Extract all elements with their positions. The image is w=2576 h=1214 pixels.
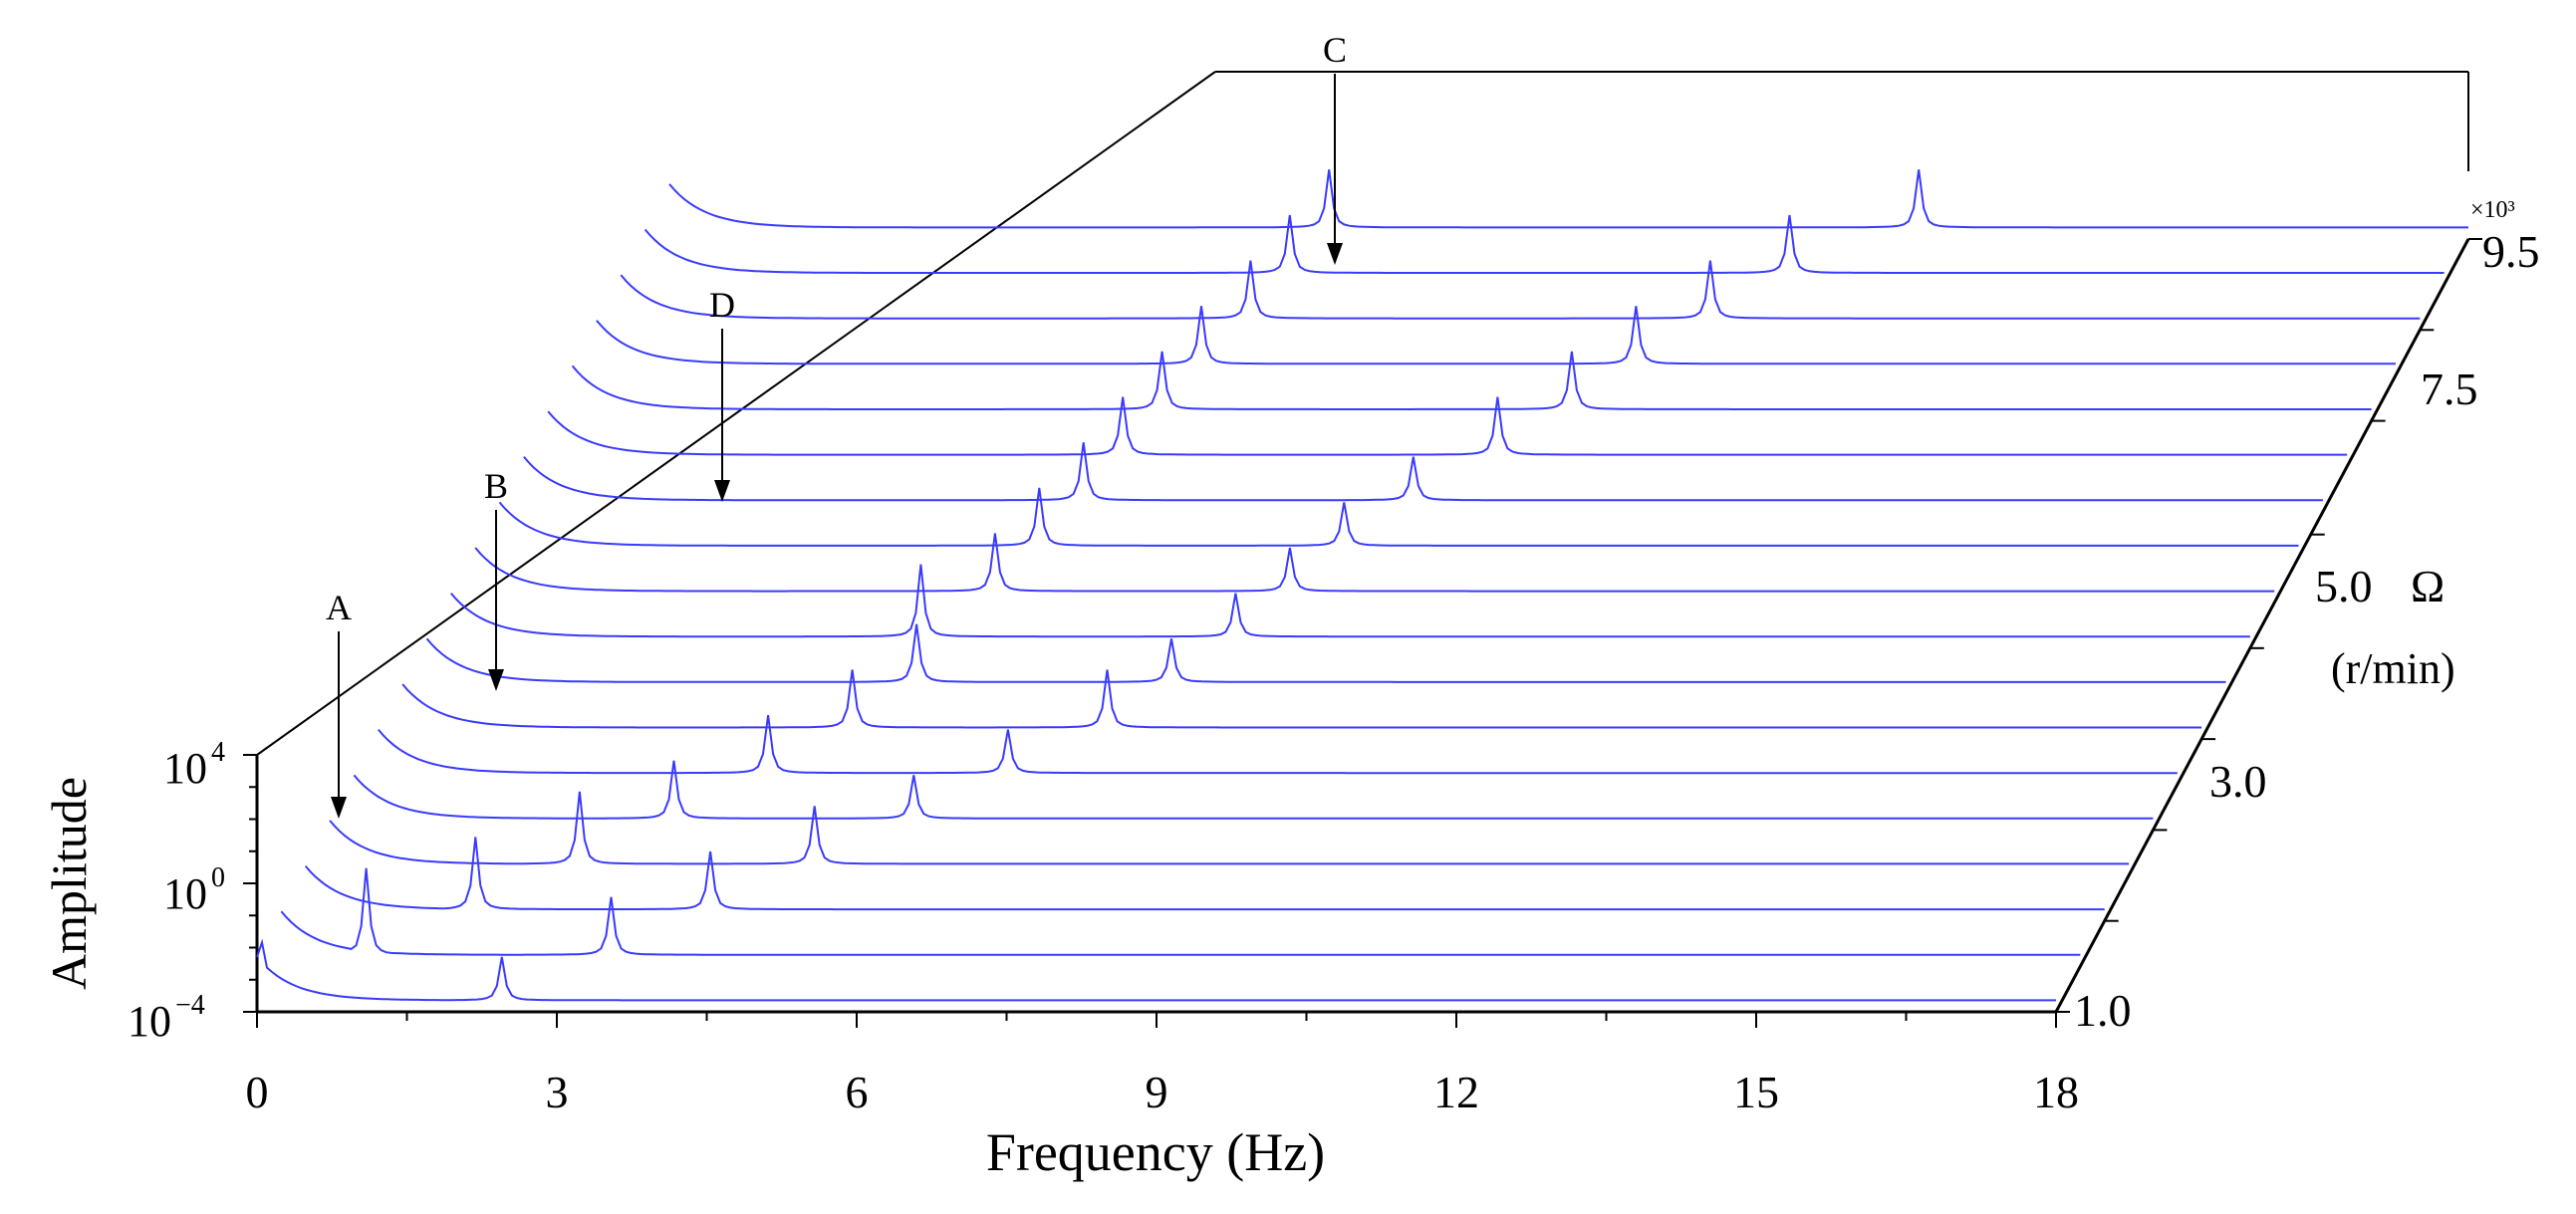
x-tick-label: 3 — [546, 1067, 569, 1117]
x-tick-label: 6 — [846, 1067, 869, 1117]
axes — [255, 238, 2470, 1014]
x-tick-label: 12 — [1433, 1067, 1479, 1117]
y-tick-label-mid: 10 — [163, 869, 207, 918]
spectrum-slice — [304, 837, 2105, 911]
axis-ticks — [243, 238, 2482, 1028]
annotation-label-c: C — [1323, 30, 1347, 70]
chart-frame — [256, 71, 2469, 756]
annotation-arrow-head — [331, 797, 347, 819]
spectrum-slice — [498, 487, 2299, 547]
spectrum-slice — [547, 396, 2348, 456]
z-axis-unit: (r/min) — [2331, 644, 2455, 693]
y-axis-label: Amplitude — [41, 777, 97, 990]
spectrum-slice — [401, 669, 2202, 729]
spectrum-slice — [378, 714, 2178, 775]
spectrum-slice — [474, 533, 2275, 593]
y-tick-exp-bottom: −4 — [175, 990, 205, 1021]
annotation-label-b: B — [484, 466, 508, 506]
z-tick-label-4: 7.5 — [2421, 364, 2478, 414]
spectrum-slice — [450, 564, 2250, 638]
z-tick-label-5: 9.5 — [2482, 226, 2540, 277]
spectrum-slice — [596, 306, 2396, 365]
annotation-labels: A B C D — [326, 30, 1347, 627]
annotation-arrows — [331, 74, 1343, 819]
spectrum-slice — [620, 260, 2421, 320]
annotation-arrow-head — [714, 480, 730, 502]
spectrum-slice — [353, 760, 2154, 820]
spectrum-slice — [523, 442, 2323, 502]
z-tick-labels: 1.0 3.0 5.0 7.5 9.5 — [2074, 226, 2540, 1036]
annotation-label-a: A — [326, 588, 352, 627]
z-tick-label-1: 1.0 — [2074, 985, 2132, 1036]
x-axis-label: Frequency (Hz) — [986, 1122, 1325, 1182]
z-axis-symbol: Ω — [2411, 561, 2445, 611]
z-axis-line — [2054, 238, 2470, 1013]
z-axis-multiplier: ×10³ — [2470, 197, 2515, 223]
annotation-arrow-head — [488, 669, 504, 691]
z-tick-label-3: 5.0 — [2315, 561, 2373, 611]
spectrum-slice — [571, 351, 2372, 410]
z-tick-label-2: 3.0 — [2209, 756, 2267, 807]
y-tick-label-bottom: 10 — [128, 997, 171, 1046]
x-tick-label: 0 — [246, 1067, 269, 1117]
spectrum-slice — [329, 791, 2130, 865]
y-tick-labels: 10 4 10 0 10 −4 — [128, 737, 225, 1046]
y-tick-label-top: 10 — [163, 744, 207, 793]
spectrum-slice — [644, 214, 2445, 274]
x-tick-label: 15 — [1733, 1067, 1779, 1117]
back-diagonal-left — [256, 71, 1216, 756]
y-tick-exp-top: 4 — [211, 737, 225, 768]
spectrum-slice — [668, 169, 2468, 229]
annotation-arrow-head — [1327, 243, 1343, 265]
annotation-label-d: D — [709, 285, 735, 325]
x-tick-label: 18 — [2033, 1067, 2079, 1117]
spectrum-slice — [280, 867, 2081, 956]
x-tick-labels: 0 3 6 9 12 15 18 — [246, 1067, 2080, 1117]
x-tick-label: 9 — [1146, 1067, 1168, 1117]
spectrum-slice — [256, 938, 2056, 1002]
spectrum-slice — [425, 623, 2226, 683]
y-tick-exp-mid: 0 — [211, 862, 225, 893]
spectrum-slices — [256, 169, 2468, 1002]
